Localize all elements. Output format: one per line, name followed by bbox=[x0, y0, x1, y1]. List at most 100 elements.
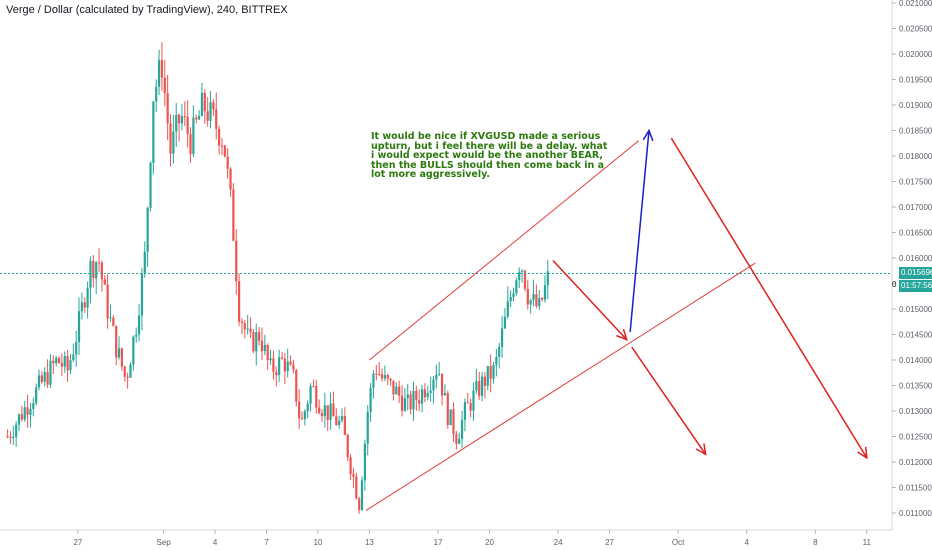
candle-body bbox=[355, 476, 358, 499]
price-axis-tick-label: 0.01350000 bbox=[899, 382, 932, 391]
candle-body bbox=[535, 294, 538, 307]
time-axis-tick-label: 11 bbox=[863, 538, 872, 547]
candle-body bbox=[160, 60, 164, 78]
annotation-text[interactable]: It would be nice if XVGUSD made a seriou… bbox=[371, 131, 608, 180]
candle-body bbox=[320, 413, 324, 417]
candle-body bbox=[543, 285, 547, 300]
drawings-layer bbox=[365, 128, 868, 511]
candle-body bbox=[26, 407, 29, 415]
candle-body bbox=[492, 364, 495, 379]
candle-body bbox=[312, 386, 315, 388]
price-axis[interactable]: 0.02100000 0.02050000 0.02000000 0.01950000… bbox=[892, 0, 932, 518]
chart-title: Verge / Dollar (calculated by TradingVie… bbox=[6, 4, 288, 16]
time-axis-tick-label: 24 bbox=[554, 538, 563, 547]
candle-body bbox=[512, 293, 515, 298]
candle-body bbox=[326, 405, 329, 420]
time-axis-tick-label: Sep bbox=[157, 538, 172, 547]
candle-body bbox=[77, 311, 81, 343]
candle-body bbox=[80, 302, 84, 312]
candle-body bbox=[335, 416, 338, 426]
candle-body bbox=[238, 281, 241, 322]
candle-body bbox=[206, 111, 209, 121]
candle-body bbox=[212, 102, 215, 110]
candle-body bbox=[169, 123, 172, 154]
blue-arrow-up-shaft bbox=[629, 130, 650, 333]
candle-body bbox=[503, 316, 507, 329]
candle-body bbox=[46, 372, 49, 385]
candle-body bbox=[240, 321, 244, 324]
candle-body bbox=[95, 262, 98, 279]
candle-body bbox=[97, 262, 101, 264]
candle-body bbox=[412, 390, 415, 410]
candle-body bbox=[458, 438, 461, 444]
candle-body bbox=[15, 424, 18, 437]
candle-body bbox=[57, 357, 61, 363]
candle-body bbox=[300, 418, 304, 420]
candle-body bbox=[63, 356, 66, 367]
candle-body bbox=[263, 344, 266, 352]
candle-body bbox=[255, 332, 258, 352]
candle-body bbox=[460, 419, 464, 439]
candle-body bbox=[203, 92, 206, 112]
blue-arrow-up[interactable] bbox=[629, 128, 654, 333]
time-axis[interactable]: 27 Sep 4 7 10 13 17 20 24 27 Oct 4 8 11 bbox=[73, 530, 871, 547]
red-arrow-down-3[interactable] bbox=[670, 137, 868, 460]
candle-body bbox=[498, 346, 501, 357]
candle-body bbox=[303, 411, 306, 420]
candle-body bbox=[223, 145, 226, 157]
candle-body bbox=[175, 114, 178, 132]
candle-body bbox=[123, 366, 126, 377]
candle-body bbox=[120, 348, 124, 367]
candle-body bbox=[415, 390, 418, 401]
candle-body bbox=[137, 315, 141, 335]
candle-body bbox=[506, 301, 509, 317]
red-arrow-down-2[interactable] bbox=[631, 346, 707, 456]
price-axis-tick-label: 0.01750000 bbox=[899, 178, 932, 187]
candle-body bbox=[229, 168, 232, 190]
channel-upper-trendline[interactable] bbox=[369, 140, 640, 361]
price-axis-tick-label: 0.01600000 bbox=[899, 254, 932, 263]
channel-lower-trendline[interactable] bbox=[365, 262, 756, 511]
candle-body bbox=[37, 375, 41, 388]
candle-body bbox=[52, 360, 55, 364]
candle-body bbox=[403, 398, 406, 411]
candle-body bbox=[140, 273, 144, 316]
candle-body bbox=[466, 402, 469, 404]
candle-body bbox=[340, 416, 344, 421]
candle-body bbox=[526, 288, 529, 305]
candle-body bbox=[252, 332, 255, 352]
time-axis-tick-label: Oct bbox=[672, 538, 685, 547]
candle-body bbox=[380, 374, 384, 379]
candle-body bbox=[83, 302, 86, 308]
candle-body bbox=[103, 279, 106, 285]
candle-body bbox=[235, 240, 238, 282]
price-axis-tick-label: 0.02050000 bbox=[899, 25, 932, 34]
candle-body bbox=[192, 117, 195, 155]
candle-body bbox=[269, 358, 272, 361]
candle-body bbox=[532, 294, 535, 301]
red-arrow-down-1[interactable] bbox=[552, 260, 628, 341]
candle-body bbox=[529, 300, 532, 305]
candle-body bbox=[112, 317, 115, 326]
candle-body bbox=[186, 116, 189, 135]
candle-body bbox=[43, 372, 46, 382]
candles-layer bbox=[6, 42, 549, 514]
candle-body bbox=[369, 387, 372, 412]
candle-body bbox=[35, 387, 38, 404]
candle-body bbox=[17, 414, 21, 425]
candle-body bbox=[40, 375, 43, 382]
candle-body bbox=[86, 287, 89, 308]
candle-body bbox=[289, 361, 292, 365]
candle-body bbox=[180, 116, 184, 124]
candle-body bbox=[375, 373, 378, 375]
candle-body bbox=[129, 364, 132, 378]
candle-body bbox=[195, 117, 198, 120]
price-axis-tick-label: 0.01850000 bbox=[899, 127, 932, 136]
candle-body bbox=[246, 328, 249, 330]
candle-body bbox=[358, 498, 361, 510]
time-axis-tick-label: 4 bbox=[745, 538, 750, 547]
price-axis-tick-label: 0.02100000 bbox=[899, 0, 932, 8]
price-axis-tick-label: 0.01200000 bbox=[899, 458, 932, 467]
red-arrow-down-2-head bbox=[695, 443, 707, 456]
